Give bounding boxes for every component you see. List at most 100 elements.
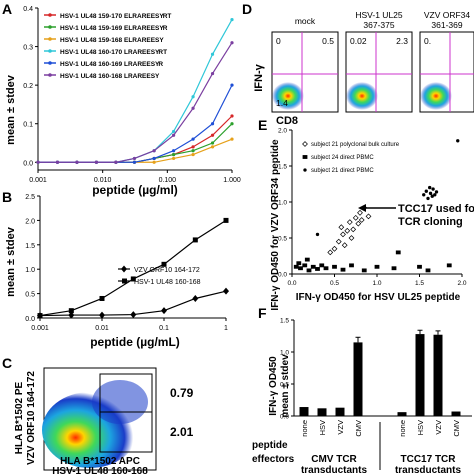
panel-f-bar	[397, 412, 407, 416]
panel-d-xlabel: CD8	[276, 115, 298, 127]
panel-e-xlabel: IFN-γ OD450 for HSV UL25 peptide	[296, 292, 461, 303]
panel-e-legend-name: subject 21 polyclonal bulk culture	[311, 142, 400, 148]
panel-f-row-label-peptide: peptide	[252, 440, 288, 451]
panel-f-y-tick-label: 0.5	[280, 382, 289, 389]
panel-c-gate-lower-value: 2.01	[170, 425, 194, 439]
panel-d-ul-value: 0	[276, 36, 281, 46]
panel-e-data-point	[349, 263, 354, 268]
panel-a-legend-seq: LRAREESY	[124, 61, 160, 68]
panel-f-bar	[451, 411, 461, 416]
panel-e-data-point	[304, 257, 310, 262]
panel-b-data-point	[223, 287, 229, 295]
panel-e-data-point	[298, 266, 303, 271]
panel-a-legend-name: HSV-1 UL48 160-170	[60, 49, 123, 56]
panel-e-data-point	[357, 209, 363, 216]
panel-b-data-point	[130, 276, 136, 282]
panel-f-category-label: VZV	[434, 420, 443, 435]
panel-e-data-point	[315, 232, 320, 237]
panel-e-data-point	[306, 268, 312, 273]
panel-b-data-point	[99, 295, 105, 301]
panel-a-legend-seq: ELRAREESY	[124, 25, 164, 32]
panel-e-data-point	[310, 264, 316, 269]
panel-e-data-point	[344, 227, 351, 234]
panel-b-ylabel: mean ± stdev	[5, 226, 17, 297]
panel-f-bar	[299, 407, 309, 416]
panel-e-data-point	[428, 191, 433, 196]
panel-f-bar	[353, 342, 363, 416]
panel-a-legend-seq-suffix: RT	[163, 13, 172, 20]
panel-e-data-point	[302, 263, 308, 268]
panel-e-scatter: IFN-γ OD450 for VZV ORF34 peptide IFN-γ …	[270, 128, 474, 311]
panel-a-series-line	[38, 115, 233, 163]
panel-b-y-tick-label: 2.5	[25, 194, 35, 201]
panel-c-flow-plot: HLA B*1502 PE VZV ORF10 164-172 0.79 2.0…	[14, 367, 194, 474]
panel-d-density-cloud	[346, 82, 378, 110]
panel-e-y-tick-label: 0.5	[278, 236, 287, 243]
panel-b-data-point	[68, 311, 75, 319]
panel-letter-f: F	[258, 305, 267, 321]
panel-a-data-point	[191, 145, 195, 149]
panel-f-category-label: CMV	[354, 420, 363, 437]
panel-e-data-point	[350, 226, 357, 233]
panel-a-data-point	[210, 71, 215, 76]
panel-a-data-point	[230, 137, 234, 141]
panel-c-gate-upper-value: 0.79	[170, 386, 194, 400]
panel-f-category-label: none	[300, 420, 309, 437]
panel-a-x-tick-label: 1.000	[223, 177, 241, 184]
panel-a-data-point	[114, 160, 118, 164]
panel-b-x-tick-label: 0.001	[31, 325, 49, 332]
panel-e-data-point	[332, 264, 337, 269]
panel-e-annotation-1: TCC17 used for	[398, 203, 474, 215]
panel-f-category-label: CMV	[452, 420, 461, 437]
panel-a-legend-marker	[48, 13, 52, 17]
panel-a-data-point	[152, 149, 156, 153]
panel-a-x-tick-label: 0.001	[29, 177, 47, 184]
panel-e-legend: subject 21 polyclonal bulk culture subjec…	[302, 141, 400, 174]
panel-d-plot-title: mock	[295, 16, 316, 26]
panel-e-data-point	[315, 267, 320, 271]
panel-f-category-label: VZV	[336, 420, 345, 435]
panel-a-legend-name: HSV-1 UL48 160-169	[60, 61, 123, 68]
panel-a-legend-seq: ELRAREESY	[124, 13, 164, 20]
panel-a-ylabel: mean ± stdev	[5, 74, 17, 145]
panel-letter-b: B	[2, 189, 12, 205]
panel-a-data-point	[191, 95, 195, 99]
panel-b-legend-name: HSV-1 UL48 160-168	[134, 279, 201, 286]
panel-b-x-tick-label: 1	[224, 325, 228, 332]
panel-f-bar	[317, 408, 327, 416]
panel-b-y-tick-label: 2.0	[25, 218, 35, 225]
panel-a-data-point	[210, 141, 215, 145]
panel-a-y-tick-label: 0.0	[23, 160, 33, 167]
panel-e-data-point	[323, 266, 329, 271]
panel-e-data-point	[430, 194, 434, 198]
panel-a-data-point	[191, 137, 195, 141]
panel-e-data-point	[340, 267, 346, 272]
panel-a-x-tick-label: 0.100	[159, 177, 177, 184]
panel-e-data-point	[340, 231, 346, 238]
panel-a-y-tick-label: 0.3	[23, 45, 33, 52]
panel-d-ll-value: 1.4	[276, 98, 288, 108]
panel-a-legend-marker	[48, 37, 52, 41]
panel-c-gate-lower	[99, 411, 153, 453]
panel-e-data-point	[335, 238, 342, 245]
panel-a-y-tick-label: 0.4	[23, 6, 33, 13]
panel-a-data-point	[230, 122, 234, 126]
panel-a-data-point	[230, 83, 234, 87]
panel-e-data-point	[426, 196, 430, 201]
panel-a-legend-seq: LRAREESY	[124, 73, 160, 80]
panel-c-ylabel-2: VZV ORF10 164-172	[26, 371, 37, 465]
panel-b-legend-marker	[122, 278, 127, 284]
panel-a-data-point	[132, 156, 137, 161]
panel-e-legend-marker	[302, 155, 308, 159]
panel-a-legend-name: HSV-1 UL48 159-170	[60, 13, 123, 20]
panel-f-group-1-line-1: CMV TCR	[311, 454, 357, 465]
panel-a-line-chart: mean ± stdev peptide (µg/ml) 0.001 0.010 0…	[5, 6, 241, 197]
panel-e-data-point	[424, 189, 428, 193]
panel-e-x-tick-label: 1.0	[372, 280, 381, 287]
panel-f-bar	[433, 334, 443, 416]
panel-a-legend-seq: ELRAREESY	[124, 37, 164, 44]
panel-f-bar	[415, 334, 425, 416]
panel-f-category-label: none	[398, 420, 407, 437]
panel-a-series-line	[38, 123, 233, 163]
panel-b-x-tick-label: 0.1	[159, 325, 169, 332]
